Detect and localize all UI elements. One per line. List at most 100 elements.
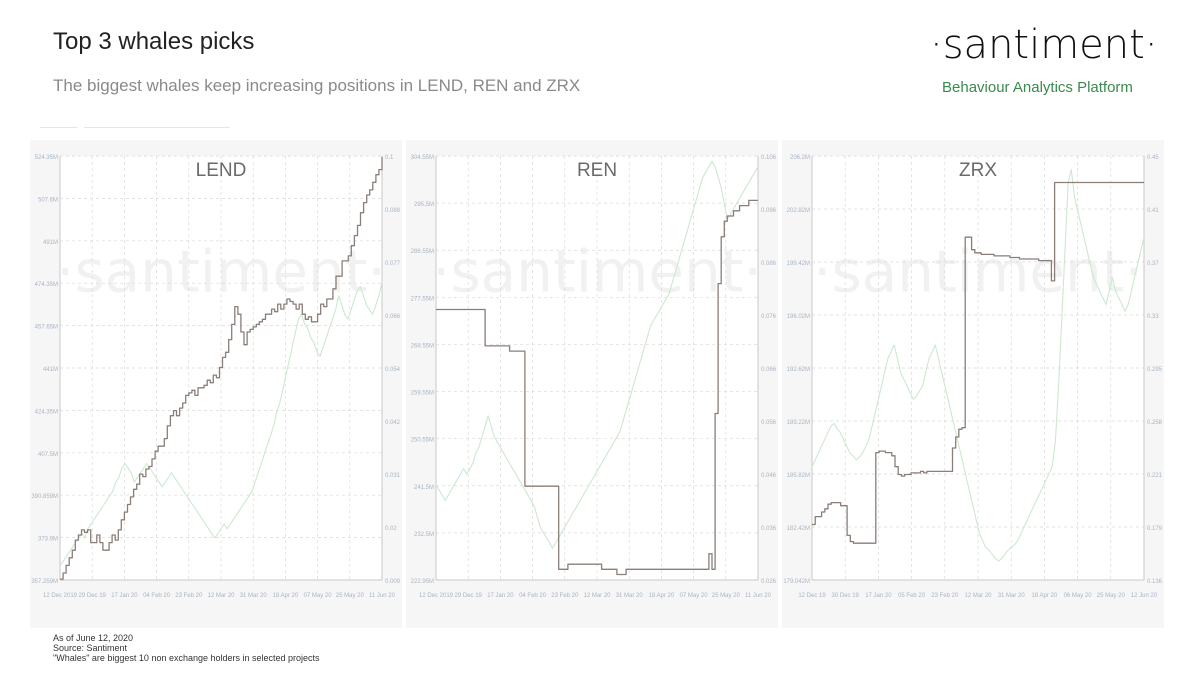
chart-zrx: ·santiment·179.042M182.42M185.82M189.22M… (783, 155, 1163, 599)
left-axis-tick-label: 524.35M (35, 155, 58, 161)
left-axis-tick-label: 192.62M (787, 367, 810, 373)
page-subtitle: The biggest whales keep increasing posit… (53, 76, 581, 95)
right-axis-tick-label: 0.066 (385, 314, 401, 320)
ren-price-line (435, 160, 759, 549)
left-axis-tick-label: 206.2M (790, 155, 810, 161)
chart-title-zrx: ZRX (959, 160, 997, 181)
x-axis-tick-label: 06 May 20 (1064, 593, 1093, 599)
x-axis-tick-label: 25 May 20 (1097, 593, 1126, 599)
right-axis-tick-label: 0.042 (385, 420, 401, 426)
lend-price-line (59, 281, 383, 567)
x-axis-tick-label: 23 Feb 20 (175, 593, 203, 599)
x-axis-tick-label: 30 Dec 19 (832, 593, 860, 599)
right-axis-tick-label: 0.009 (385, 579, 401, 585)
x-axis-tick-label: 23 Feb 20 (551, 593, 579, 599)
left-axis-tick-label: 357.259M (31, 579, 58, 585)
left-axis-tick-label: 241.5M (414, 485, 434, 491)
left-axis-tick-label: 268.55M (411, 343, 434, 349)
right-axis-tick-label: 0.258 (1147, 420, 1163, 426)
x-axis-tick-label: 31 Mar 20 (616, 593, 644, 599)
footer-source: Source: Santiment (53, 643, 128, 653)
left-axis-tick-label: 304.55M (411, 155, 434, 161)
right-axis-tick-label: 0.33 (1147, 314, 1159, 320)
right-axis-tick-label: 0.1 (385, 155, 394, 161)
footer-notes: As of June 12, 2020 Source: Santiment "W… (53, 633, 320, 663)
right-axis-tick-label: 0.295 (1147, 367, 1163, 373)
x-axis-tick-label: 05 Feb 20 (898, 593, 926, 599)
x-axis-tick-label: 17 Jan 20 (865, 593, 892, 599)
left-axis-tick-label: 441M (43, 367, 58, 373)
x-axis-tick-label: 17 Jan 20 (487, 593, 514, 599)
right-axis-tick-label: 0.031 (385, 473, 401, 479)
santiment-logo: ·santiment· (930, 22, 1158, 68)
x-axis-tick-label: 04 Feb 20 (519, 593, 547, 599)
left-axis-tick-label: 185.82M (787, 473, 810, 479)
x-axis-tick-label: 31 Mar 20 (998, 593, 1026, 599)
x-axis-tick-label: 12 Jun 20 (1131, 593, 1158, 599)
left-axis-tick-label: 457.65M (35, 325, 58, 331)
x-axis-tick-label: 12 Dec 2019 (43, 593, 78, 599)
chart-title-ren: REN (577, 160, 617, 181)
x-axis-tick-label: 11 Jun 20 (745, 593, 772, 599)
right-axis-tick-label: 0.179 (1147, 526, 1163, 532)
right-axis-tick-label: 0.026 (761, 579, 777, 585)
right-axis-tick-label: 0.077 (385, 261, 401, 267)
left-axis-tick-label: 277.55M (411, 296, 434, 302)
left-axis-tick-label: 390.859M (31, 494, 58, 500)
left-axis-tick-label: 424.35M (35, 409, 58, 415)
x-axis-tick-label: 25 May 20 (336, 593, 365, 599)
right-axis-tick-label: 0.37 (1147, 261, 1159, 267)
footer-definition: "Whales" are biggest 10 non exchange hol… (53, 653, 320, 663)
left-axis-tick-label: 202.82M (787, 208, 810, 214)
x-axis-tick-label: 31 Mar 20 (240, 593, 268, 599)
x-axis-tick-label: 12 Dec 2019 (419, 593, 454, 599)
left-axis-tick-label: 189.22M (787, 420, 810, 426)
right-axis-tick-label: 0.106 (761, 155, 777, 161)
left-axis-tick-label: 407.5M (38, 452, 58, 458)
left-axis-tick-label: 232.5M (414, 532, 434, 538)
x-axis-tick-label: 18 Apr 20 (649, 593, 675, 599)
footer-date: As of June 12, 2020 (53, 633, 134, 643)
right-axis-tick-label: 0.066 (761, 367, 777, 373)
right-axis-tick-label: 0.036 (761, 526, 777, 532)
left-axis-tick-label: 507.6M (38, 197, 58, 203)
left-axis-tick-label: 286.55M (411, 249, 434, 255)
chart-lend: ·santiment·357.259M373.9M390.859M407.5M4… (31, 155, 401, 599)
x-axis-tick-label: 12 Mar 20 (583, 593, 611, 599)
x-axis-tick-label: 17 Jan 20 (111, 593, 138, 599)
logo-tagline: Behaviour Analytics Platform (942, 79, 1133, 96)
right-axis-tick-label: 0.088 (385, 208, 401, 214)
left-axis-tick-label: 373.9M (38, 537, 58, 543)
right-axis-tick-label: 0.076 (761, 314, 777, 320)
left-axis-tick-label: 222.95M (411, 579, 434, 585)
x-axis-tick-label: 18 Apr 20 (1032, 593, 1058, 599)
x-axis-tick-label: 29 Dec 19 (79, 593, 107, 599)
x-axis-tick-label: 29 Dec 19 (455, 593, 483, 599)
left-axis-tick-label: 182.42M (787, 526, 810, 532)
left-axis-tick-label: 199.42M (787, 261, 810, 267)
right-axis-tick-label: 0.41 (1147, 208, 1159, 214)
left-axis-tick-label: 295.5M (414, 202, 434, 208)
x-axis-tick-label: 07 May 20 (304, 593, 333, 599)
x-axis-tick-label: 12 Dec 19 (798, 593, 826, 599)
left-axis-tick-label: 179.042M (783, 579, 810, 585)
right-axis-tick-label: 0.086 (761, 261, 777, 267)
x-axis-tick-label: 11 Jun 20 (369, 593, 396, 599)
zrx-price-line (811, 168, 1145, 562)
page-title: Top 3 whales picks (53, 28, 255, 55)
left-axis-tick-label: 491M (43, 240, 58, 246)
right-axis-tick-label: 0.136 (1147, 579, 1163, 585)
right-axis-tick-label: 0.096 (761, 208, 777, 214)
x-axis-tick-label: 18 Apr 20 (273, 593, 299, 599)
x-axis-tick-label: 12 Mar 20 (964, 593, 992, 599)
right-axis-tick-label: 0.221 (1147, 473, 1163, 479)
right-axis-tick-label: 0.45 (1147, 155, 1159, 161)
x-axis-tick-label: 23 Feb 20 (931, 593, 959, 599)
left-axis-tick-label: 196.02M (787, 314, 810, 320)
x-axis-tick-label: 12 Mar 20 (207, 593, 235, 599)
x-axis-tick-label: 25 May 20 (712, 593, 741, 599)
right-axis-tick-label: 0.02 (385, 526, 397, 532)
chart-title-lend: LEND (196, 160, 247, 181)
lend-whale-holdings-line (60, 156, 383, 580)
right-axis-tick-label: 0.056 (761, 420, 777, 426)
